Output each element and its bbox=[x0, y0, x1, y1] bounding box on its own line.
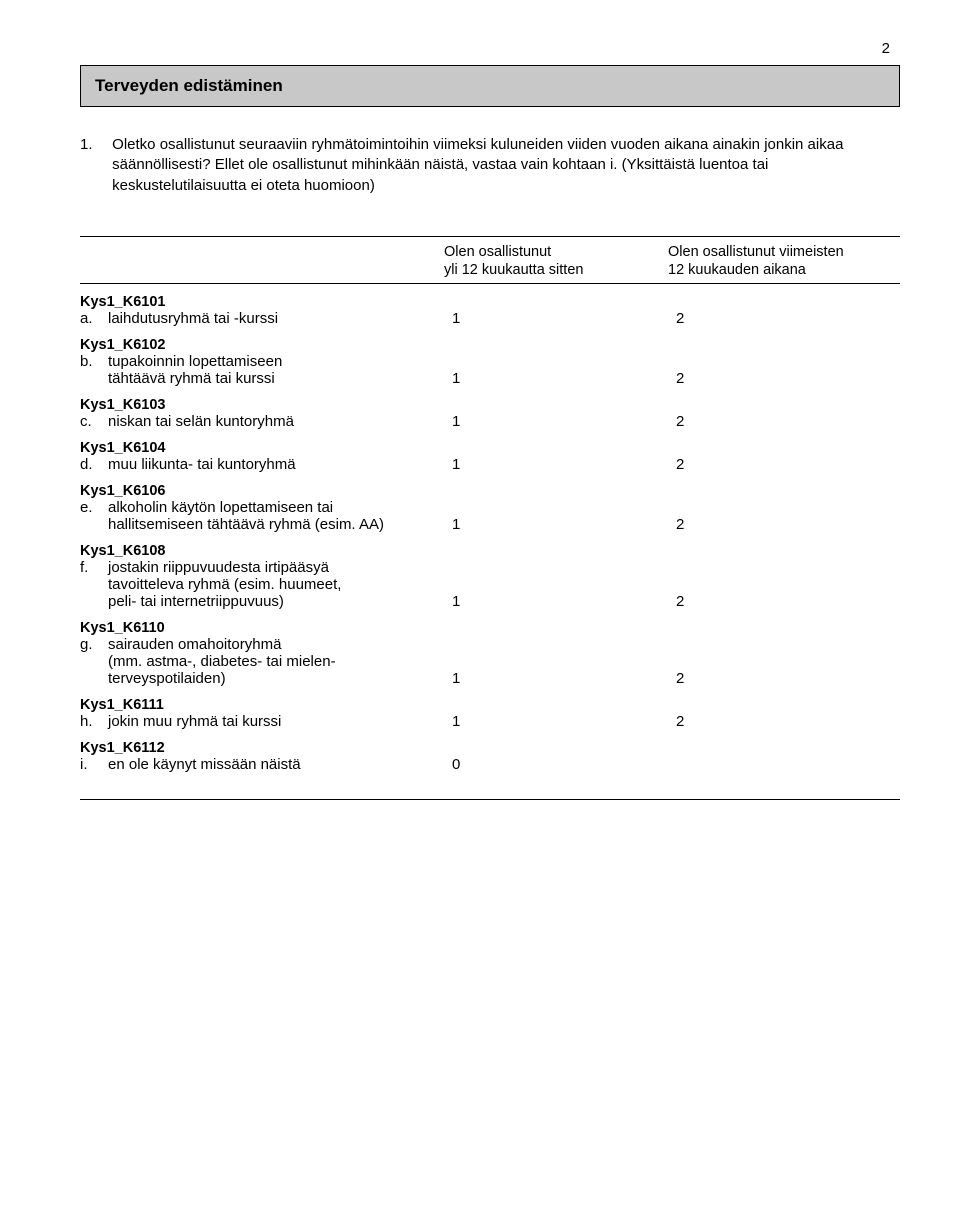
item-value-1: 1 bbox=[448, 713, 672, 730]
page-number: 2 bbox=[80, 40, 900, 57]
item-letter: e. bbox=[80, 499, 108, 516]
item-code: Kys1_K6104 bbox=[80, 440, 900, 456]
item-block: Kys1_K6101a.laihdutusryhmä tai -kurssi12 bbox=[80, 294, 900, 327]
item-block: Kys1_K6102b.tupakoinnin lopettamiseentäh… bbox=[80, 337, 900, 387]
item-row: c.niskan tai selän kuntoryhmä12 bbox=[80, 413, 900, 430]
item-value-1: 1 bbox=[448, 593, 672, 610]
item-row: a.laihdutusryhmä tai -kurssi12 bbox=[80, 310, 900, 327]
item-value-1: 1 bbox=[448, 456, 672, 473]
item-value-1: 1 bbox=[448, 413, 672, 430]
item-letter: b. bbox=[80, 353, 108, 370]
section-title: Terveyden edistäminen bbox=[95, 76, 283, 95]
item-code: Kys1_K6110 bbox=[80, 620, 900, 636]
column-header-1: Olen osallistunut yli 12 kuukautta sitte… bbox=[440, 243, 664, 279]
item-label: jostakin riippuvuudesta irtipääsyä bbox=[108, 559, 448, 576]
question-text: Oletko osallistunut seuraaviin ryhmätoim… bbox=[112, 135, 882, 196]
items-container: Kys1_K6101a.laihdutusryhmä tai -kurssi12… bbox=[80, 294, 900, 773]
item-row: hallitsemiseen tähtäävä ryhmä (esim. AA)… bbox=[80, 516, 900, 533]
item-label: laihdutusryhmä tai -kurssi bbox=[108, 310, 448, 327]
item-letter: a. bbox=[80, 310, 108, 327]
col1-line2: yli 12 kuukautta sitten bbox=[444, 261, 664, 279]
col1-line1: Olen osallistunut bbox=[444, 243, 664, 261]
question-intro: 1. Oletko osallistunut seuraaviin ryhmät… bbox=[80, 135, 900, 196]
item-row: b.tupakoinnin lopettamiseen bbox=[80, 353, 900, 370]
item-row: e.alkoholin käytön lopettamiseen tai bbox=[80, 499, 900, 516]
item-block: Kys1_K6111h.jokin muu ryhmä tai kurssi12 bbox=[80, 697, 900, 730]
item-row: terveyspotilaiden)12 bbox=[80, 670, 900, 687]
item-block: Kys1_K6104d.muu liikunta- tai kuntoryhmä… bbox=[80, 440, 900, 473]
col2-line1: Olen osallistunut viimeisten bbox=[668, 243, 888, 261]
col2-line2: 12 kuukauden aikana bbox=[668, 261, 888, 279]
item-label: en ole käynyt missään näistä bbox=[108, 756, 448, 773]
bottom-rule bbox=[80, 799, 900, 800]
section-title-box: Terveyden edistäminen bbox=[80, 65, 900, 107]
item-row: f.jostakin riippuvuudesta irtipääsyä bbox=[80, 559, 900, 576]
item-label: tupakoinnin lopettamiseen bbox=[108, 353, 448, 370]
item-block: Kys1_K6103c.niskan tai selän kuntoryhmä1… bbox=[80, 397, 900, 430]
item-row: tavoitteleva ryhmä (esim. huumeet, bbox=[80, 576, 900, 593]
item-value-2: 2 bbox=[672, 310, 856, 327]
item-value-2: 2 bbox=[672, 593, 856, 610]
item-value-1: 0 bbox=[448, 756, 672, 773]
item-block: Kys1_K6112i.en ole käynyt missään näistä… bbox=[80, 740, 900, 773]
item-letter: c. bbox=[80, 413, 108, 430]
item-block: Kys1_K6108f.jostakin riippuvuudesta irti… bbox=[80, 543, 900, 610]
item-label: muu liikunta- tai kuntoryhmä bbox=[108, 456, 448, 473]
item-value-1: 1 bbox=[448, 516, 672, 533]
item-letter: i. bbox=[80, 756, 108, 773]
item-code: Kys1_K6103 bbox=[80, 397, 900, 413]
item-block: Kys1_K6106e.alkoholin käytön lopettamise… bbox=[80, 483, 900, 533]
item-label: terveyspotilaiden) bbox=[108, 670, 448, 687]
item-label: alkoholin käytön lopettamiseen tai bbox=[108, 499, 448, 516]
item-code: Kys1_K6102 bbox=[80, 337, 900, 353]
item-row: i.en ole käynyt missään näistä0 bbox=[80, 756, 900, 773]
item-label: tavoitteleva ryhmä (esim. huumeet, bbox=[108, 576, 448, 593]
item-block: Kys1_K6110g.sairauden omahoitoryhmä(mm. … bbox=[80, 620, 900, 687]
item-letter: g. bbox=[80, 636, 108, 653]
item-row: peli- tai internetriippuvuus)12 bbox=[80, 593, 900, 610]
item-label: jokin muu ryhmä tai kurssi bbox=[108, 713, 448, 730]
item-code: Kys1_K6101 bbox=[80, 294, 900, 310]
item-letter: f. bbox=[80, 559, 108, 576]
item-value-2: 2 bbox=[672, 413, 856, 430]
item-label: niskan tai selän kuntoryhmä bbox=[108, 413, 448, 430]
item-row: h.jokin muu ryhmä tai kurssi12 bbox=[80, 713, 900, 730]
item-value-2: 2 bbox=[672, 370, 856, 387]
item-code: Kys1_K6111 bbox=[80, 697, 900, 713]
item-value-2: 2 bbox=[672, 713, 856, 730]
item-value-2: 2 bbox=[672, 670, 856, 687]
item-value-2: 2 bbox=[672, 516, 856, 533]
item-label: tähtäävä ryhmä tai kurssi bbox=[108, 370, 448, 387]
item-label: peli- tai internetriippuvuus) bbox=[108, 593, 448, 610]
item-value-1: 1 bbox=[448, 670, 672, 687]
item-row: d.muu liikunta- tai kuntoryhmä12 bbox=[80, 456, 900, 473]
item-label: (mm. astma-, diabetes- tai mielen- bbox=[108, 653, 448, 670]
item-row: g.sairauden omahoitoryhmä bbox=[80, 636, 900, 653]
item-label: hallitsemiseen tähtäävä ryhmä (esim. AA) bbox=[108, 516, 448, 533]
column-header-2: Olen osallistunut viimeisten 12 kuukaude… bbox=[664, 243, 888, 279]
item-value-1: 1 bbox=[448, 370, 672, 387]
item-letter: d. bbox=[80, 456, 108, 473]
item-row: (mm. astma-, diabetes- tai mielen- bbox=[80, 653, 900, 670]
item-value-2: 2 bbox=[672, 456, 856, 473]
item-code: Kys1_K6106 bbox=[80, 483, 900, 499]
item-code: Kys1_K6112 bbox=[80, 740, 900, 756]
item-value-1: 1 bbox=[448, 310, 672, 327]
item-row: tähtäävä ryhmä tai kurssi12 bbox=[80, 370, 900, 387]
question-number: 1. bbox=[80, 135, 108, 155]
item-code: Kys1_K6108 bbox=[80, 543, 900, 559]
item-letter: h. bbox=[80, 713, 108, 730]
header-spacer bbox=[80, 243, 440, 279]
item-label: sairauden omahoitoryhmä bbox=[108, 636, 448, 653]
column-headers: Olen osallistunut yli 12 kuukautta sitte… bbox=[80, 236, 900, 284]
